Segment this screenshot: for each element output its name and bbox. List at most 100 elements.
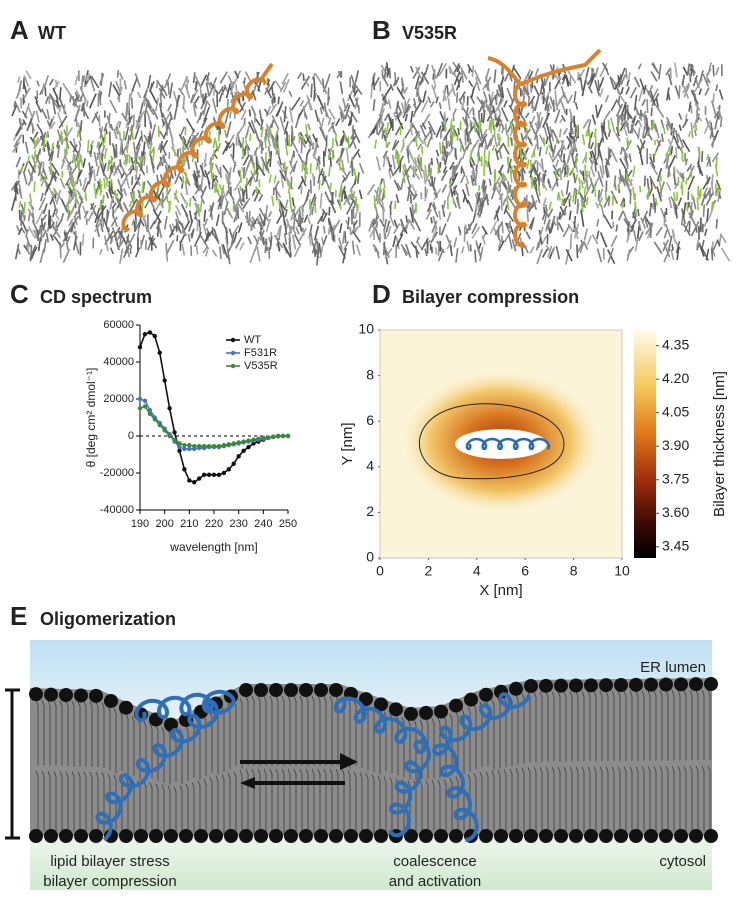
lipid [538,134,545,145]
lipid [567,70,577,84]
lipid [170,133,174,141]
lipid [638,220,642,232]
lipid [442,128,452,141]
lipid-tail [125,713,129,774]
lipid-green [211,149,216,161]
lipid-green [139,156,143,166]
lipid-tail [347,698,351,769]
lipid [474,169,478,186]
y-tick-label: 0 [128,430,134,442]
label: ER lumen [640,659,706,676]
point [142,398,148,404]
lipid-head [434,829,448,843]
lipid [696,103,699,120]
lipid [533,85,541,97]
point [172,430,177,435]
lipid-green [654,198,658,206]
lipid-tail [299,695,303,766]
lipid [182,156,188,168]
lipid [656,186,663,202]
lipid [211,249,218,257]
lipid-green [617,183,620,190]
lipid [431,64,437,80]
lipid [181,243,186,256]
lipid [64,201,70,210]
lipid [352,231,361,243]
lipid [504,123,508,136]
lipid-green [99,201,102,211]
lipid [52,228,59,238]
lipid [702,204,706,217]
lipid [128,198,138,213]
lipid [154,196,165,211]
lipid [490,91,494,102]
lipid [597,189,601,201]
lipid [696,114,703,122]
point [201,443,207,449]
lipid [706,208,710,222]
lipid [493,69,497,84]
lipid-green [638,185,642,193]
lipid [412,107,418,118]
lipid-tail [335,768,339,834]
lipid [590,166,596,178]
lipid [687,175,695,191]
lipid-tail [47,771,51,832]
lipid [377,123,385,136]
lipid [510,189,514,198]
lipid-green [632,186,636,201]
lipid [34,137,40,144]
lipid [649,179,653,189]
lipid [557,222,564,233]
lipid-green [710,201,714,213]
point [261,435,266,441]
lipid [163,73,172,89]
lipid-green [212,137,216,149]
lipid [497,84,503,98]
lipid-tail [317,768,321,834]
lipid [353,200,356,209]
lipid-tail [509,768,513,834]
lipid [520,85,526,95]
lipid [478,101,485,113]
lipid [403,164,412,176]
lipid-green [658,179,662,188]
point [251,437,256,442]
lipid-green [241,149,245,159]
lipid-green [421,146,424,155]
lipid [158,130,166,139]
lipid [92,169,97,182]
lipid [182,229,187,237]
lipid-tail [497,770,501,831]
lipid-head [659,829,673,843]
point [137,396,143,402]
lipid [204,231,210,243]
point [167,433,172,439]
lipid [579,198,587,213]
lipid-tail [239,698,243,769]
lipid [411,204,415,219]
lipid [677,133,685,149]
lipid [320,210,325,222]
lipid [241,188,245,203]
lipid-tail [263,695,267,766]
lipid [229,90,239,103]
lipid-green [507,134,510,148]
lipid [251,218,258,227]
lipid-tail [71,701,75,767]
lipid [535,188,541,204]
lipid [38,224,42,235]
y-tick-label: 4 [366,458,374,474]
lipid [28,201,34,212]
lipid [481,225,488,235]
lipid [51,190,58,203]
lipid [536,248,543,265]
lipid [522,91,526,98]
lipid [39,135,47,148]
lipid [529,246,535,254]
lipid [106,115,112,129]
lipid-green [327,151,331,158]
lipid-head [284,829,298,843]
lipid [284,199,289,209]
legend-marker [230,363,236,369]
